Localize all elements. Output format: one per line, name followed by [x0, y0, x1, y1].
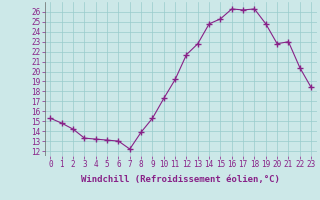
X-axis label: Windchill (Refroidissement éolien,°C): Windchill (Refroidissement éolien,°C) [81, 175, 280, 184]
